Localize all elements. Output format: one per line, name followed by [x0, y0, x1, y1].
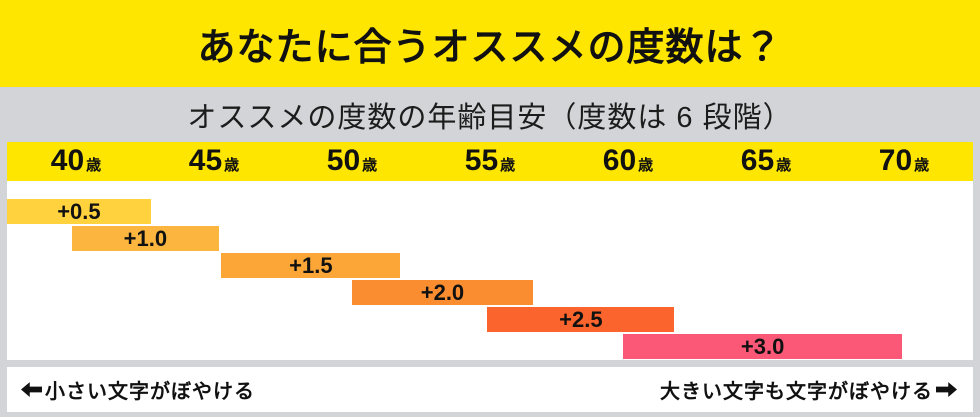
- age-tick-45: 45 歳: [145, 142, 283, 181]
- chart-subtitle: オススメの度数の年齢目安（度数は 6 段階）: [187, 101, 793, 134]
- power-bar-plus0.5: +0.5: [7, 199, 151, 224]
- age-tick-unit: 歳: [86, 157, 102, 174]
- legend-right-label: 大きい文字も文字がぼやける: [660, 381, 933, 403]
- power-bar-plus3.0: +3.0: [622, 333, 903, 359]
- age-tick-unit: 歳: [224, 157, 240, 174]
- age-tick-unit: 歳: [776, 157, 792, 174]
- legend-left-label: 小さい文字がぼやける: [45, 381, 255, 403]
- subtitle-row: オススメの度数の年齢目安（度数は 6 段階）: [0, 87, 980, 142]
- legend-band: 小さい文字がぼやける 大きい文字も文字がぼやける: [7, 367, 973, 412]
- power-bar-plus1.5: +1.5: [221, 252, 401, 278]
- title-band: あなたに合うオススメの度数は？: [0, 0, 980, 87]
- left-arrow-icon: [21, 382, 42, 397]
- legend-left: 小さい文字がぼやける: [21, 375, 255, 404]
- chart-block: 40 歳 45 歳 50 歳 55 歳 60 歳 65 歳 70 歳 +0.5 +1.0 +1.5 +2.0 +2…: [7, 142, 973, 360]
- power-bar-plus2.5: +2.5: [487, 306, 675, 332]
- right-arrow-icon: [936, 382, 957, 397]
- age-tick-50: 50 歳: [283, 142, 421, 181]
- power-bar-label: +1.5: [289, 252, 333, 278]
- age-tick-40: 40 歳: [7, 142, 145, 181]
- power-bar-plus1.0: +1.0: [72, 226, 219, 251]
- power-bar-label: +2.0: [420, 279, 465, 305]
- power-bar-plus2.0: +2.0: [351, 279, 534, 305]
- power-bar-label: +0.5: [57, 198, 101, 224]
- age-power-chart: +0.5 +1.0 +1.5 +2.0 +2.5 +3.0: [7, 181, 973, 360]
- power-bar-label: +2.5: [559, 306, 603, 332]
- age-tick-60: 60 歳: [559, 142, 697, 181]
- age-axis-band: 40 歳 45 歳 50 歳 55 歳 60 歳 65 歳 70 歳: [7, 142, 973, 181]
- age-tick-number: 45: [188, 144, 223, 177]
- power-bar-label: +3.0: [740, 333, 785, 359]
- age-tick-70: 70 歳: [835, 142, 973, 181]
- age-tick-unit: 歳: [638, 157, 654, 174]
- divider-strip: [0, 360, 980, 367]
- age-tick-unit: 歳: [362, 157, 378, 174]
- age-tick-number: 60: [602, 144, 637, 177]
- age-tick-number: 65: [740, 144, 775, 177]
- age-tick-number: 50: [326, 144, 361, 177]
- power-bar-label: +1.0: [123, 225, 168, 251]
- age-tick-unit: 歳: [500, 157, 516, 174]
- age-tick-number: 55: [464, 144, 499, 177]
- age-tick-number: 70: [878, 144, 913, 177]
- page-title: あなたに合うオススメの度数は？: [197, 27, 783, 69]
- age-tick-number: 40: [50, 144, 85, 177]
- age-tick-55: 55 歳: [421, 142, 559, 181]
- legend-right: 大きい文字も文字がぼやける: [660, 375, 957, 404]
- age-tick-65: 65 歳: [697, 142, 835, 181]
- age-tick-unit: 歳: [914, 157, 930, 174]
